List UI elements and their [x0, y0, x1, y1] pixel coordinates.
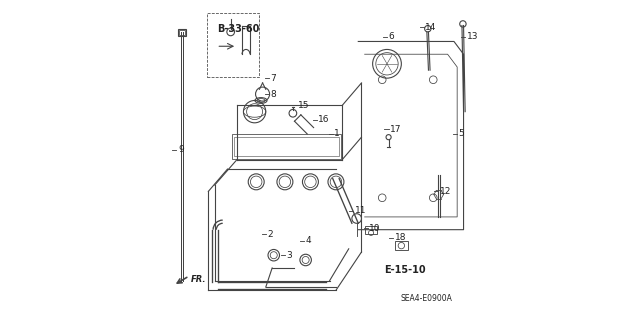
Text: 12: 12 [440, 187, 451, 196]
Text: 7: 7 [271, 74, 276, 83]
Bar [178, 29, 186, 36]
Text: 15: 15 [298, 101, 309, 110]
Text: 11: 11 [355, 206, 367, 215]
Text: 2: 2 [268, 230, 273, 239]
Bar [395, 241, 408, 250]
Text: FR.: FR. [191, 275, 206, 284]
Text: 4: 4 [306, 236, 311, 245]
Text: 10: 10 [369, 224, 381, 233]
Text: 9: 9 [178, 145, 184, 154]
Text: 14: 14 [425, 23, 436, 32]
Text: 16: 16 [319, 115, 330, 124]
Bar [365, 226, 378, 234]
Bar [179, 30, 185, 35]
Bar [207, 13, 259, 77]
Text: 5: 5 [459, 130, 465, 138]
Text: 3: 3 [287, 251, 292, 260]
Bar [234, 137, 339, 156]
Text: 17: 17 [390, 125, 402, 134]
Bar [232, 134, 340, 160]
Text: 18: 18 [395, 233, 406, 242]
Text: B-33-60: B-33-60 [218, 24, 260, 34]
Text: SEA4-E0900A: SEA4-E0900A [401, 294, 453, 303]
Text: 6: 6 [388, 32, 394, 41]
Text: E-15-10: E-15-10 [384, 264, 426, 275]
Text: 8: 8 [271, 90, 276, 99]
Text: 13: 13 [467, 32, 478, 41]
Text: 1: 1 [334, 130, 340, 138]
